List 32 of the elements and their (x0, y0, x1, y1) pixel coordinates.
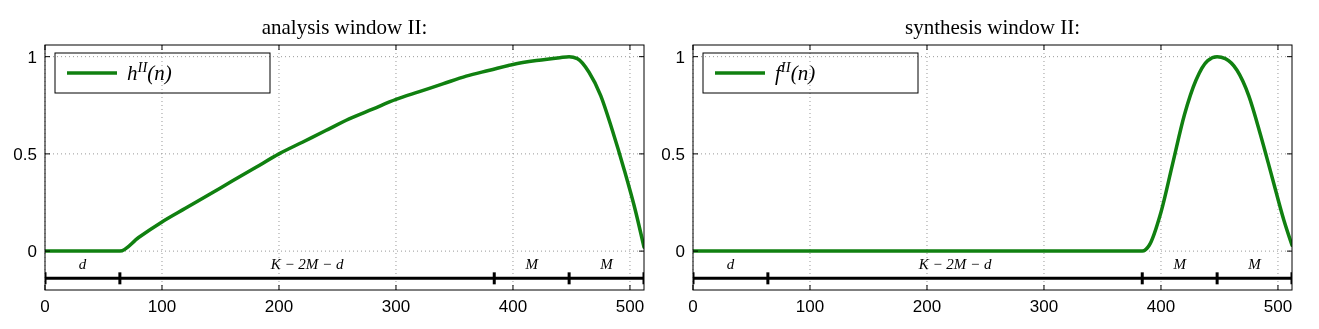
x-tick-label: 100 (795, 297, 825, 316)
y-tick-label: 1 (675, 47, 685, 67)
x-tick-label: 200 (264, 297, 294, 316)
annotation: M (524, 256, 540, 273)
annotation: d (78, 256, 87, 273)
x-tick-label: 500 (1263, 297, 1293, 316)
annotation: K − 2M − d (917, 256, 992, 273)
x-tick-label: 400 (1146, 297, 1176, 316)
x-tick-label: 300 (381, 297, 411, 316)
x-tick-label: 500 (615, 297, 645, 316)
line-series (693, 54, 1292, 253)
annotation: M (1172, 256, 1188, 273)
line-series (45, 54, 644, 253)
x-tick-label: 400 (498, 297, 528, 316)
annotation: M (599, 256, 615, 273)
legend-label: f$^{II}$(n) (775, 59, 816, 85)
chart-title: synthesis window II: (905, 15, 1080, 39)
x-tick-label: 0 (40, 297, 50, 316)
annotation: K − 2M − d (269, 256, 344, 273)
chart-title: analysis window II: (261, 15, 428, 39)
y-tick-label: 1 (27, 47, 37, 67)
annotation: M (1247, 256, 1263, 273)
y-tick-label: 0.5 (13, 144, 37, 164)
x-tick-label: 0 (688, 297, 698, 316)
annotation: d (726, 256, 735, 273)
x-tick-label: 200 (912, 297, 942, 316)
x-tick-label: 100 (147, 297, 177, 316)
y-tick-label: 0 (675, 242, 685, 262)
y-tick-label: 0.5 (661, 144, 685, 164)
y-tick-label: 0 (27, 242, 37, 262)
legend-label: h$^{II}$(n) (127, 59, 172, 85)
x-tick-label: 300 (1029, 297, 1059, 316)
